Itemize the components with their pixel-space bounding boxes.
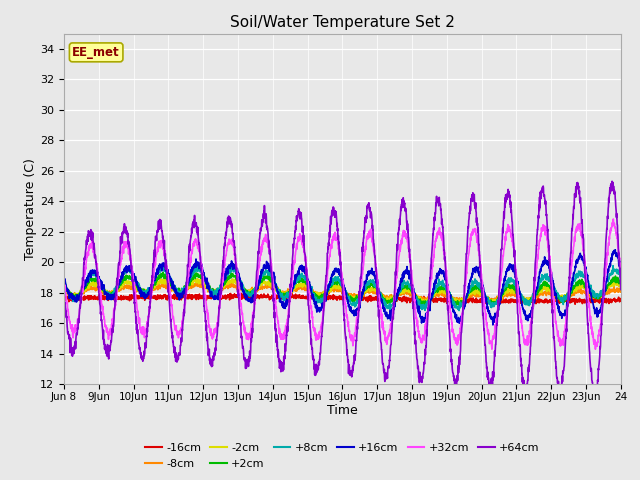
-8cm xyxy=(60,288,68,293)
+2cm xyxy=(609,275,617,280)
Line: +32cm: +32cm xyxy=(64,219,621,349)
-8cm xyxy=(116,288,124,293)
-2cm xyxy=(511,288,518,294)
+8cm xyxy=(60,281,68,287)
+2cm xyxy=(511,285,518,291)
-16cm xyxy=(548,302,556,308)
+64cm xyxy=(116,257,124,263)
Text: EE_met: EE_met xyxy=(72,46,120,59)
-2cm xyxy=(609,283,617,289)
+8cm xyxy=(609,267,617,273)
+8cm xyxy=(193,263,200,268)
+16cm xyxy=(376,291,383,297)
-2cm xyxy=(376,291,384,297)
-16cm xyxy=(236,293,244,299)
-16cm xyxy=(609,297,617,303)
+2cm xyxy=(116,282,124,288)
+8cm xyxy=(116,277,124,283)
+64cm xyxy=(608,179,616,184)
+64cm xyxy=(376,329,383,335)
-8cm xyxy=(376,290,384,296)
+16cm xyxy=(489,322,497,328)
+32cm xyxy=(617,270,625,276)
+64cm xyxy=(60,286,68,291)
-8cm xyxy=(511,290,518,296)
Line: -2cm: -2cm xyxy=(64,278,621,304)
-8cm xyxy=(236,286,244,292)
Y-axis label: Temperature (C): Temperature (C) xyxy=(24,158,37,260)
+2cm xyxy=(60,283,68,288)
+32cm xyxy=(609,220,617,226)
-16cm xyxy=(116,296,124,302)
+32cm xyxy=(376,304,383,310)
-8cm xyxy=(609,286,617,292)
-2cm xyxy=(60,284,68,290)
+2cm xyxy=(542,281,550,287)
+16cm xyxy=(609,251,617,257)
Legend: -16cm, -8cm, -2cm, +2cm, +8cm, +16cm, +32cm, +64cm: -16cm, -8cm, -2cm, +2cm, +8cm, +16cm, +3… xyxy=(141,439,544,473)
+32cm xyxy=(609,216,617,222)
+2cm xyxy=(420,303,428,309)
Line: -8cm: -8cm xyxy=(64,282,621,303)
+64cm xyxy=(541,202,549,207)
+16cm xyxy=(617,264,625,270)
-2cm xyxy=(156,276,164,281)
-8cm xyxy=(542,290,550,296)
-8cm xyxy=(617,287,625,292)
-8cm xyxy=(490,300,498,306)
Title: Soil/Water Temperature Set 2: Soil/Water Temperature Set 2 xyxy=(230,15,455,30)
+64cm xyxy=(236,312,244,318)
-16cm xyxy=(180,290,188,296)
-8cm xyxy=(195,279,202,285)
+32cm xyxy=(591,347,599,352)
+32cm xyxy=(541,227,549,232)
X-axis label: Time: Time xyxy=(327,405,358,418)
+16cm xyxy=(116,279,124,285)
+8cm xyxy=(236,278,244,284)
+32cm xyxy=(116,270,124,276)
-16cm xyxy=(510,299,518,305)
+2cm xyxy=(617,282,625,288)
+8cm xyxy=(617,272,625,278)
+64cm xyxy=(590,397,598,403)
-2cm xyxy=(488,301,496,307)
+64cm xyxy=(609,188,617,194)
-16cm xyxy=(60,294,68,300)
+32cm xyxy=(236,293,244,299)
-2cm xyxy=(542,285,550,291)
+64cm xyxy=(617,287,625,292)
Line: +16cm: +16cm xyxy=(64,250,621,325)
+16cm xyxy=(236,276,244,282)
+16cm xyxy=(542,259,550,264)
Line: +8cm: +8cm xyxy=(64,265,621,311)
+32cm xyxy=(510,249,518,255)
+16cm xyxy=(60,280,68,286)
+64cm xyxy=(510,246,518,252)
-16cm xyxy=(617,298,625,303)
+2cm xyxy=(159,270,167,276)
Line: +64cm: +64cm xyxy=(64,181,621,400)
-2cm xyxy=(236,285,244,290)
+8cm xyxy=(376,291,384,297)
+2cm xyxy=(236,281,244,287)
-2cm xyxy=(116,283,124,288)
+8cm xyxy=(542,276,550,281)
+32cm xyxy=(60,282,68,288)
-2cm xyxy=(617,282,625,288)
-16cm xyxy=(376,297,384,302)
+8cm xyxy=(511,280,518,286)
+16cm xyxy=(611,247,619,252)
Line: +2cm: +2cm xyxy=(64,273,621,306)
Line: -16cm: -16cm xyxy=(64,293,621,305)
+2cm xyxy=(376,290,384,296)
-16cm xyxy=(542,297,550,302)
+16cm xyxy=(510,268,518,274)
+8cm xyxy=(455,308,463,313)
